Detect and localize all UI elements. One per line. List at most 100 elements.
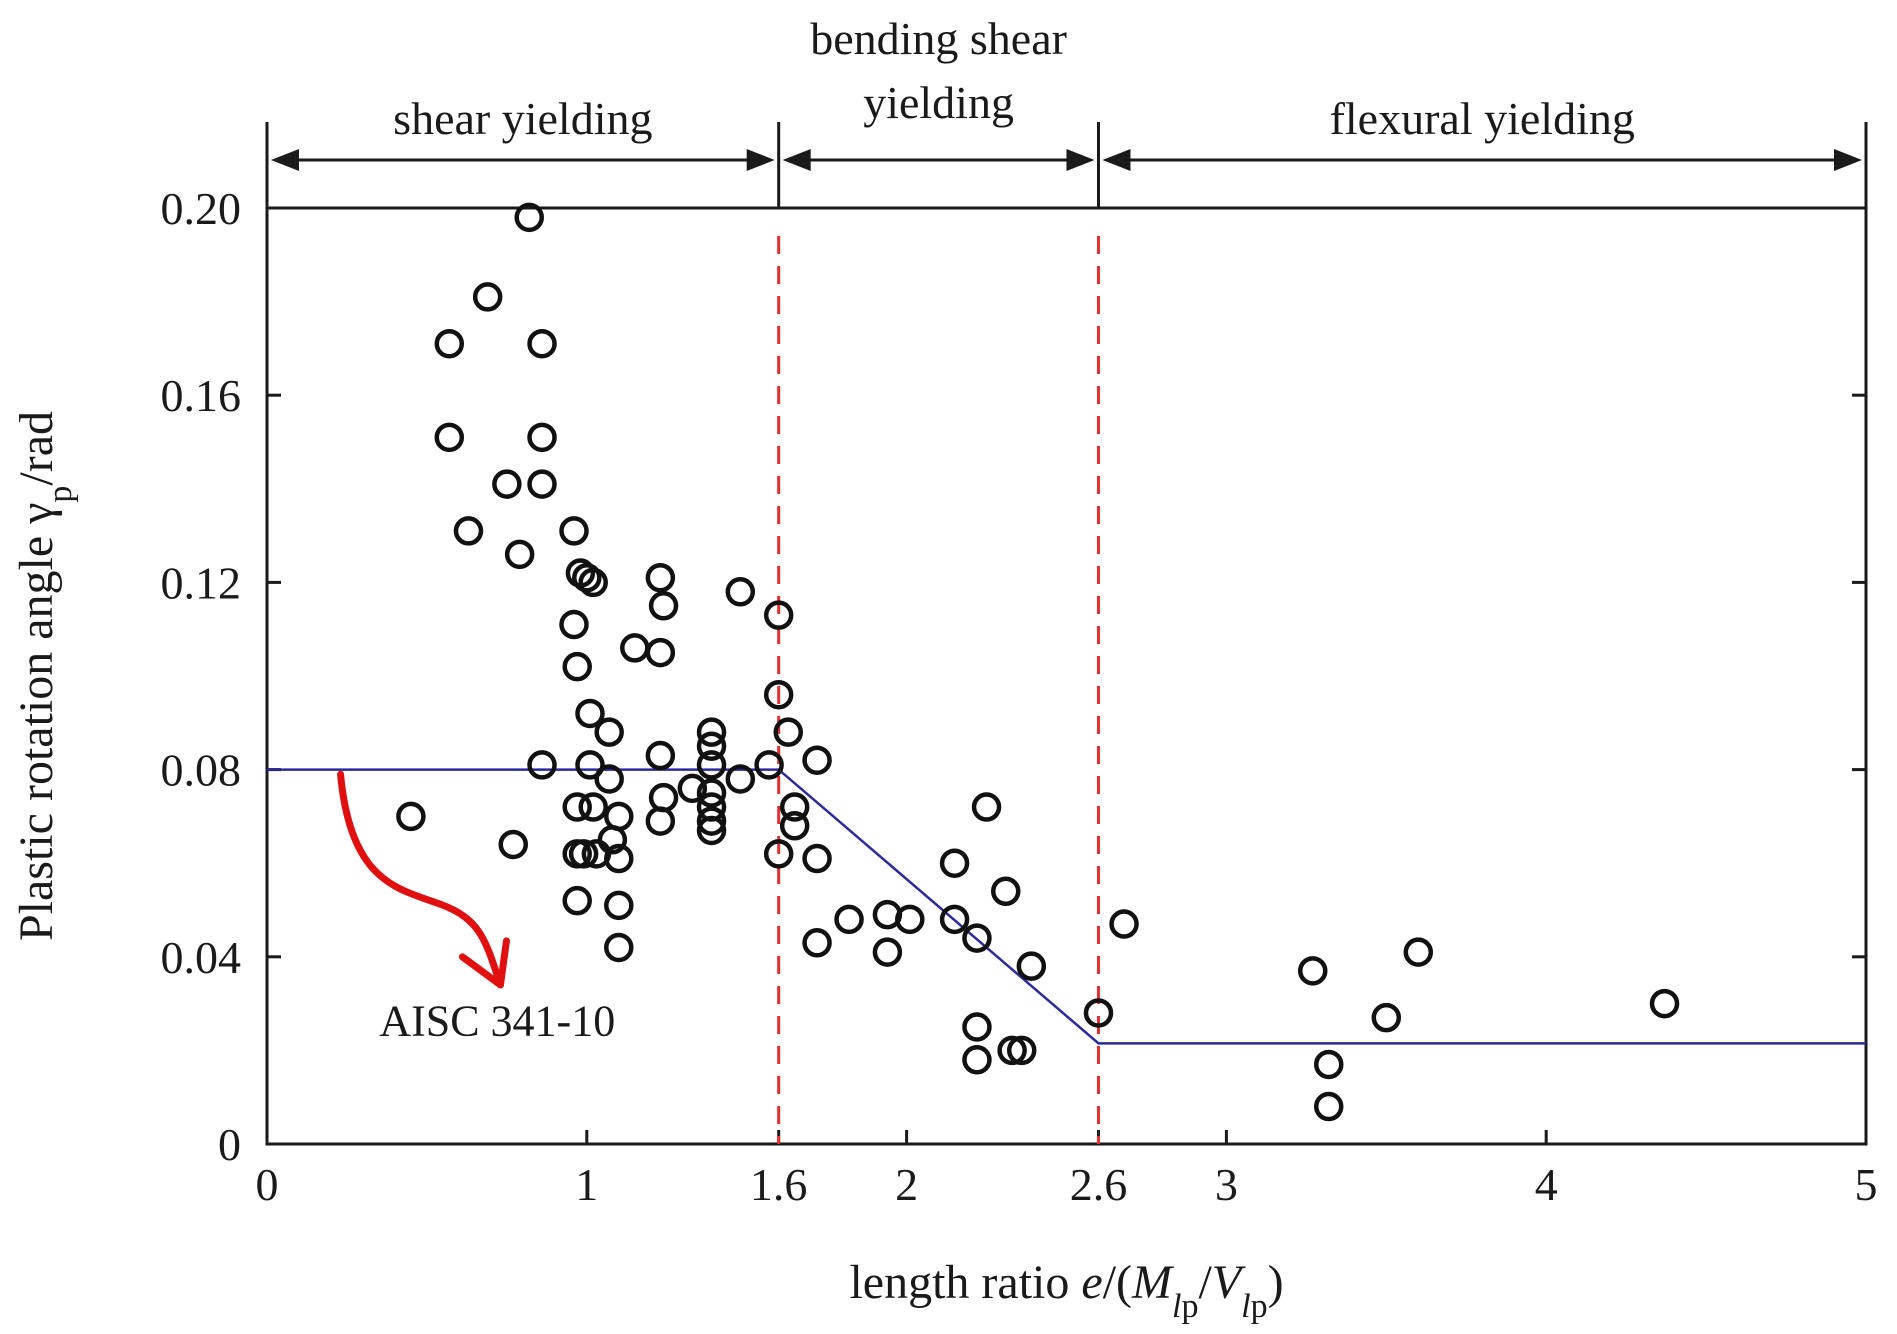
data-point: [725, 764, 756, 794]
data-point: [594, 764, 624, 794]
annotation: AISC 341-10: [337, 770, 615, 1046]
aisc-limit-curve: [267, 768, 1866, 1045]
x-axis-ticks: 0 1 1.6 2 2.6 3 4 5: [256, 1130, 1878, 1210]
y-axis-title: Plastic rotation angle γp/rad: [10, 411, 79, 941]
data-point: [962, 1045, 992, 1075]
x-axis-title-close: ): [1268, 1256, 1284, 1309]
data-point: [696, 717, 727, 747]
data-point: [763, 679, 794, 710]
data-point: [696, 815, 727, 846]
data-point: [504, 539, 535, 570]
data-point: [604, 801, 634, 832]
data-point: [1297, 956, 1328, 986]
data-point: [559, 516, 589, 546]
x-axis-title-e: e: [1081, 1256, 1102, 1309]
data-point: [453, 516, 484, 546]
data-point: [872, 937, 903, 967]
data-point: [434, 328, 465, 359]
x-tick-label: 3: [1215, 1159, 1238, 1210]
region-boundaries: [777, 236, 1100, 1144]
data-point: [572, 562, 602, 593]
data-point: [575, 750, 605, 780]
data-point: [434, 422, 465, 453]
data-point: [997, 1035, 1027, 1066]
y-axis-title-sub: p: [42, 486, 79, 503]
yield-regions: shear yielding bending shear yielding flexu…: [265, 13, 1868, 208]
x-axis-title-v: V: [1212, 1256, 1246, 1309]
data-point: [562, 792, 592, 822]
data-point: [725, 577, 756, 607]
data-point: [645, 562, 676, 593]
data-points: [396, 202, 1680, 1122]
x-axis-title-paren: /(: [1103, 1256, 1132, 1309]
data-point: [990, 876, 1021, 907]
data-point: [527, 422, 557, 453]
data-point: [498, 829, 528, 860]
data-point: [696, 806, 727, 836]
region-label: shear yielding: [393, 93, 652, 144]
x-tick-label: 1: [575, 1159, 598, 1210]
region-arrowhead-right: [1066, 149, 1095, 171]
data-point: [648, 591, 679, 621]
data-point: [472, 282, 503, 312]
data-point: [1313, 1091, 1344, 1122]
data-point: [939, 904, 970, 935]
data-point: [1083, 998, 1114, 1028]
data-point: [939, 848, 970, 878]
data-point: [754, 750, 784, 780]
data-point: [802, 843, 832, 874]
x-tick-label: 5: [1855, 1159, 1878, 1210]
region-label: bending shear: [810, 13, 1067, 64]
y-tick-label: 0.08: [161, 745, 242, 796]
region-arrowhead-right: [1834, 149, 1862, 171]
data-point: [802, 745, 832, 775]
data-point: [763, 839, 794, 869]
y-axis-ticks: 0 0.04 0.08 0.12 0.16 0.20: [161, 183, 1866, 1170]
data-point: [594, 717, 624, 747]
data-point: [1016, 951, 1047, 981]
data-point: [1109, 909, 1139, 939]
y-tick-label: 0.04: [161, 932, 242, 983]
data-point: [575, 698, 605, 729]
region-label: flexural yielding: [1330, 93, 1635, 144]
data-point: [645, 806, 676, 836]
data-point: [696, 731, 727, 761]
data-point: [773, 717, 804, 747]
data-point: [1403, 937, 1434, 967]
region-arrowhead-left: [782, 149, 811, 171]
data-point: [514, 202, 544, 233]
x-tick-label: 0: [256, 1159, 279, 1210]
data-point: [527, 750, 557, 780]
data-point: [971, 792, 1002, 822]
x-tick-label: 2.6: [1070, 1159, 1128, 1210]
data-point: [677, 773, 708, 804]
data-point: [527, 469, 557, 499]
data-point: [578, 792, 608, 822]
x-axis-title: length ratio e/(Mlp/Vlp): [849, 1256, 1283, 1325]
y-tick-label: 0.16: [161, 370, 242, 421]
x-axis-title-v-sub: lp: [1241, 1288, 1267, 1325]
data-point: [559, 609, 589, 640]
data-point: [1006, 1035, 1037, 1066]
annotation-arrow: [337, 770, 504, 989]
data-point: [604, 843, 634, 874]
x-axis-title-slash: /: [1198, 1256, 1212, 1309]
y-tick-label: 0: [218, 1119, 241, 1170]
data-point: [578, 567, 608, 598]
data-point: [645, 637, 676, 668]
data-point: [645, 740, 676, 771]
data-point: [696, 750, 727, 780]
data-point: [604, 890, 634, 921]
data-point: [396, 801, 426, 832]
region-arrowhead-left: [1102, 149, 1131, 171]
data-point: [779, 811, 810, 841]
x-axis-title-m-sub: lp: [1172, 1288, 1198, 1325]
data-point: [527, 328, 557, 359]
annotation-label: AISC 341-10: [379, 997, 615, 1046]
data-point: [834, 904, 864, 935]
data-point: [568, 839, 599, 869]
region-arrowhead-left: [271, 149, 299, 171]
data-point: [562, 651, 592, 682]
data-point: [779, 792, 810, 822]
data-point: [895, 904, 925, 935]
